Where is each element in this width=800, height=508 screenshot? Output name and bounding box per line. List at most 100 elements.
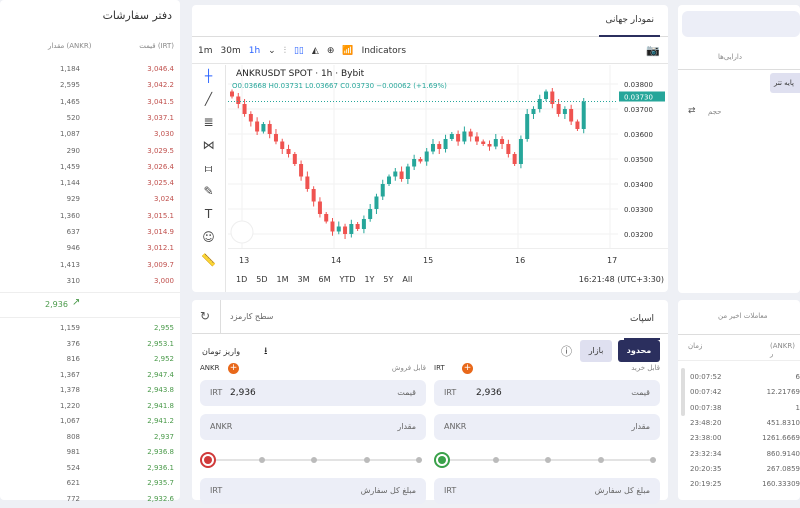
buy-amount-input[interactable]: مقدار ANKR bbox=[434, 414, 660, 440]
indicators-icon[interactable]: 📶 bbox=[342, 45, 354, 56]
bid-row[interactable]: 524 2,936.1 bbox=[0, 461, 180, 477]
bar-style-icon[interactable]: ⫶ bbox=[283, 45, 286, 56]
tab-spot[interactable]: اسپات bbox=[624, 306, 660, 340]
range-1d[interactable]: 1D bbox=[236, 275, 248, 284]
candle bbox=[418, 159, 423, 162]
trend-up-icon: ↗ bbox=[72, 297, 81, 308]
amount-label: مقدار bbox=[397, 422, 416, 431]
interval-1m[interactable]: 1m bbox=[198, 45, 213, 56]
ask-row[interactable]: 1,087 3,030 bbox=[0, 127, 180, 143]
fib-icon[interactable]: ≣ bbox=[203, 115, 214, 129]
range-all[interactable]: All bbox=[402, 275, 413, 284]
emoji-icon[interactable]: ☺ bbox=[202, 230, 215, 244]
brush-icon[interactable]: ✎ bbox=[203, 184, 214, 198]
sell-amount-input[interactable]: مقدار ANKR bbox=[200, 414, 426, 440]
tab-assets[interactable]: دارایی‌ها bbox=[718, 53, 742, 61]
candle bbox=[487, 144, 492, 147]
buy-total-input[interactable]: مبلغ کل سفارش IRT bbox=[434, 478, 660, 504]
buy-price-input[interactable]: قیمت IRT 2,936 bbox=[434, 380, 660, 406]
tab-my-recent-trades[interactable]: معاملات اخیر من bbox=[718, 312, 768, 320]
bid-row[interactable]: 1,067 2,941.2 bbox=[0, 414, 180, 430]
range-5y[interactable]: 5Y bbox=[383, 275, 394, 284]
bid-price: 2,932.6 bbox=[147, 494, 174, 503]
area-chart-icon[interactable]: ◭ bbox=[311, 45, 319, 56]
slider-handle[interactable] bbox=[200, 452, 216, 468]
bid-row[interactable]: 376 2,953.1 bbox=[0, 337, 180, 353]
add-funds-icon[interactable]: + bbox=[462, 363, 473, 374]
sell-total-input[interactable]: مبلغ کل سفارش IRT bbox=[200, 478, 426, 504]
ask-row[interactable]: 1,144 3,025.4 bbox=[0, 176, 180, 192]
bid-row[interactable]: 1,367 2,947.4 bbox=[0, 368, 180, 384]
crosshair-icon[interactable]: ┼ bbox=[204, 69, 213, 83]
ask-row[interactable]: 1,413 3,009.7 bbox=[0, 258, 180, 274]
tab-global-chart[interactable]: نمودار جهانی bbox=[599, 11, 660, 37]
interval-1h[interactable]: 1h bbox=[248, 45, 261, 56]
ask-amount: 290 bbox=[66, 146, 80, 155]
range-1m[interactable]: 1M bbox=[276, 275, 289, 284]
ruler-icon[interactable]: 📏 bbox=[201, 253, 216, 267]
candle bbox=[537, 99, 542, 109]
add-funds-icon[interactable]: + bbox=[228, 363, 239, 374]
price-chart[interactable]: 0.03800 0.03700 0.03600 0.03500 0.03400 0.033… bbox=[228, 65, 668, 292]
total-currency: IRT bbox=[210, 486, 223, 495]
plus-circle-icon[interactable]: ⊕ bbox=[326, 45, 335, 56]
deposit-toman-link[interactable]: واریز تومان bbox=[202, 347, 241, 356]
indicators-button[interactable]: Indicators bbox=[361, 45, 407, 56]
camera-icon[interactable]: 📷 bbox=[646, 44, 660, 57]
bid-row[interactable]: 1,378 2,943.8 bbox=[0, 383, 180, 399]
range-1y[interactable]: 1Y bbox=[364, 275, 375, 284]
ask-row[interactable]: 1,184 3,046.4 bbox=[0, 62, 180, 78]
ask-row[interactable]: 929 3,024 bbox=[0, 192, 180, 208]
trade-amount: 6 bbox=[795, 373, 800, 381]
scrollbar[interactable] bbox=[681, 368, 685, 416]
ask-row[interactable]: 1,465 3,041.5 bbox=[0, 95, 180, 111]
bid-row[interactable]: 772 2,932.6 bbox=[0, 492, 180, 508]
bid-row[interactable]: 816 2,952 bbox=[0, 352, 180, 368]
slider-step[interactable] bbox=[597, 457, 604, 463]
slider-step[interactable] bbox=[545, 457, 551, 463]
market-button[interactable]: بازار bbox=[580, 340, 612, 362]
ask-row[interactable]: 2,595 3,042.2 bbox=[0, 78, 180, 94]
limit-button[interactable]: محدود bbox=[618, 340, 660, 362]
ask-row[interactable]: 310 3,000 bbox=[0, 274, 180, 290]
range-6m[interactable]: 6M bbox=[318, 275, 331, 284]
slider-step[interactable] bbox=[492, 457, 499, 463]
bid-row[interactable]: 808 2,937 bbox=[0, 430, 180, 446]
bid-row[interactable]: 1,159 2,955 bbox=[0, 321, 180, 337]
pattern-icon[interactable]: ⋈ bbox=[202, 138, 215, 152]
slider-step[interactable] bbox=[363, 457, 370, 463]
ask-row[interactable]: 637 3,014.9 bbox=[0, 225, 180, 241]
slider-step[interactable] bbox=[258, 457, 265, 463]
projection-icon[interactable]: ⧦ bbox=[204, 161, 213, 175]
tab-fee-level[interactable]: سطح کارمزد bbox=[230, 312, 274, 321]
bid-row[interactable]: 981 2,936.8 bbox=[0, 445, 180, 461]
bid-row[interactable]: 1,220 2,941.8 bbox=[0, 399, 180, 415]
refresh-icon[interactable]: ↻ bbox=[200, 309, 211, 323]
trend-line-icon[interactable]: ╱ bbox=[204, 92, 213, 106]
candle bbox=[280, 141, 285, 149]
ask-row[interactable]: 520 3,037.1 bbox=[0, 111, 180, 127]
candles-icon[interactable]: ▯▯ bbox=[293, 45, 304, 56]
search-input[interactable] bbox=[682, 11, 800, 37]
chevron-down-icon[interactable]: ⌄ bbox=[268, 45, 276, 56]
candle bbox=[336, 226, 341, 232]
interval-30m[interactable]: 30m bbox=[220, 45, 241, 56]
range-3m[interactable]: 3M bbox=[297, 275, 310, 284]
ask-row[interactable]: 1,360 3,015.1 bbox=[0, 209, 180, 225]
slider-step[interactable] bbox=[650, 457, 656, 463]
ask-row[interactable]: 290 3,029.5 bbox=[0, 144, 180, 160]
ask-row[interactable]: 1,459 3,026.4 bbox=[0, 160, 180, 176]
text-icon[interactable]: T bbox=[204, 207, 213, 221]
col-volume[interactable]: حجم bbox=[708, 108, 722, 116]
swap-icon[interactable]: ⇄ bbox=[688, 106, 696, 116]
info-icon[interactable]: ⓘ bbox=[561, 345, 572, 358]
slider-handle[interactable] bbox=[434, 452, 450, 468]
sell-price-input[interactable]: قیمت IRT 2,936 bbox=[200, 380, 426, 406]
usdt-base-pill[interactable]: پایه تتر bbox=[770, 73, 800, 93]
ask-row[interactable]: 946 3,012.1 bbox=[0, 241, 180, 257]
slider-step[interactable] bbox=[311, 457, 317, 463]
slider-step[interactable] bbox=[416, 457, 422, 463]
bid-row[interactable]: 621 2,935.7 bbox=[0, 476, 180, 492]
range-5d[interactable]: 5D bbox=[256, 275, 268, 284]
range-ytd[interactable]: YTD bbox=[339, 275, 356, 284]
